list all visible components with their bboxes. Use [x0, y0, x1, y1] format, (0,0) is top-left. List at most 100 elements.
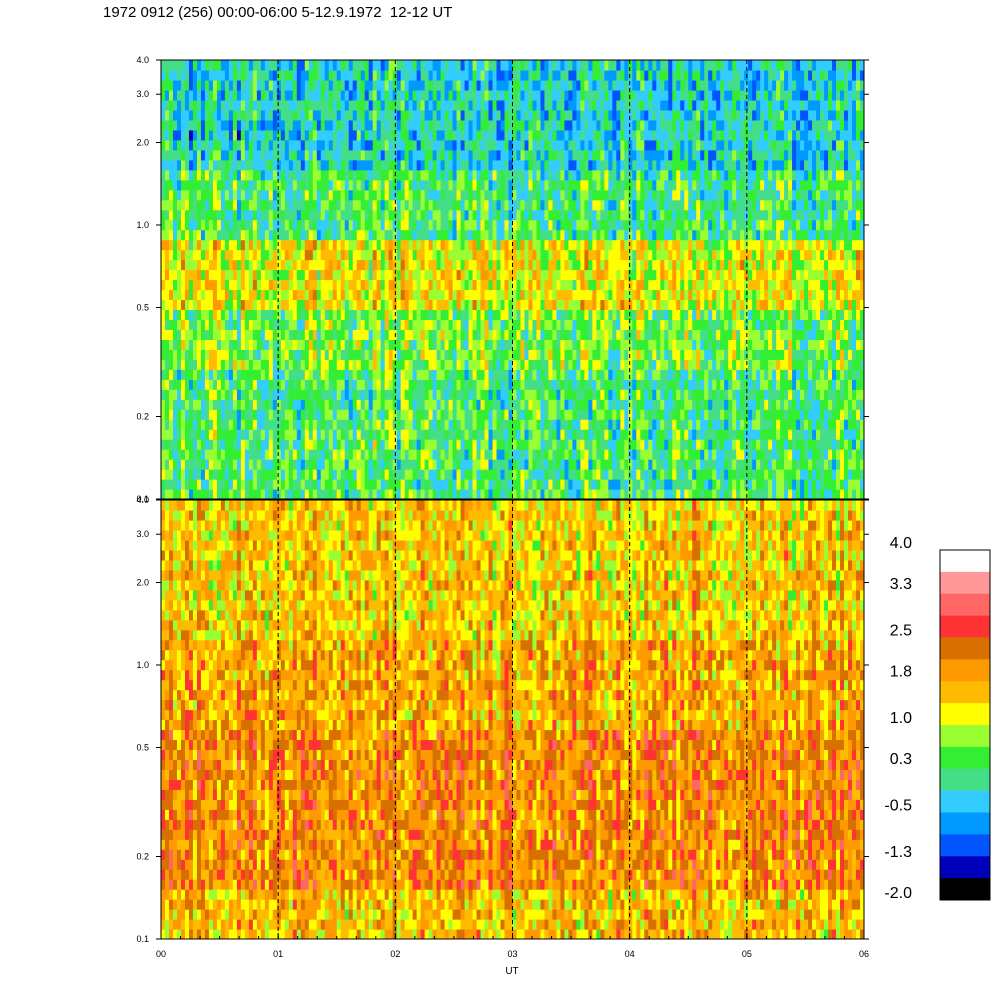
heatmap-cell [216, 439, 222, 450]
heatmap-cell [412, 319, 418, 330]
heatmap-cell [244, 299, 250, 311]
heatmap-cell [336, 419, 342, 430]
heatmap-cell [236, 229, 242, 241]
heatmap-cell [596, 259, 601, 271]
heatmap-cell [384, 189, 390, 201]
heatmap-cell [472, 299, 478, 311]
heatmap-cell [596, 459, 601, 470]
heatmap-cell [360, 489, 366, 499]
heatmap-cell [604, 139, 609, 151]
heatmap-cell [508, 489, 514, 499]
heatmap-cell [264, 119, 270, 131]
heatmap-cell [528, 319, 534, 330]
heatmap-cell [316, 439, 322, 450]
heatmap-cell [564, 179, 570, 191]
heatmap-cell [280, 379, 286, 390]
heatmap-cell [161, 99, 166, 111]
heatmap-cell [508, 309, 514, 321]
heatmap-cell [256, 349, 262, 360]
heatmap-cell [432, 179, 438, 191]
heatmap-cell [268, 129, 274, 141]
heatmap-cell [296, 459, 302, 470]
heatmap-cell [472, 119, 478, 131]
heatmap-cell [228, 319, 234, 330]
heatmap-cell [432, 99, 438, 111]
heatmap-cell [512, 169, 518, 181]
heatmap-cell [228, 269, 234, 281]
heatmap-cell [292, 399, 298, 410]
heatmap-cell [161, 159, 166, 171]
heatmap-cell [432, 489, 438, 499]
heatmap-cell [332, 109, 338, 121]
heatmap-cell [484, 149, 490, 161]
heatmap-cell [596, 359, 601, 370]
heatmap-cell [356, 79, 362, 91]
heatmap-cell [288, 299, 294, 311]
heatmap-cell [208, 439, 214, 450]
heatmap-cell [272, 159, 278, 171]
heatmap-cell [544, 389, 550, 400]
heatmap-cell [484, 60, 490, 71]
heatmap-cell [540, 479, 546, 490]
heatmap-cell [560, 229, 566, 241]
heatmap-cell [376, 109, 382, 121]
heatmap-cell [504, 109, 510, 121]
heatmap-cell [272, 489, 278, 499]
heatmap-cell [432, 159, 438, 171]
heatmap-cell [612, 369, 617, 380]
heatmap-cell [244, 289, 250, 301]
heatmap-cell [460, 399, 466, 410]
heatmap-cell [392, 479, 398, 490]
heatmap-cell [496, 89, 502, 101]
heatmap-cell [340, 79, 346, 91]
heatmap-cell [340, 169, 346, 181]
heatmap-cell [500, 189, 506, 201]
heatmap-cell [348, 189, 354, 201]
heatmap-cell [312, 139, 318, 151]
heatmap-cell [436, 189, 442, 201]
heatmap-cell [500, 269, 506, 281]
heatmap-cell [284, 299, 290, 311]
heatmap-cell [236, 239, 242, 251]
heatmap-cell [552, 379, 558, 390]
heatmap-cell [496, 459, 502, 470]
heatmap-cell [452, 139, 458, 151]
heatmap-cell [304, 229, 310, 241]
heatmap-cell [312, 89, 318, 101]
heatmap-cell [464, 79, 470, 91]
heatmap-cell [256, 379, 262, 390]
heatmap-cell [348, 79, 354, 91]
heatmap-cell [448, 199, 454, 211]
heatmap-cell [356, 69, 362, 81]
heatmap-cell [168, 469, 174, 480]
heatmap-cell [604, 119, 609, 131]
heatmap-cell [388, 369, 394, 380]
heatmap-cell [540, 289, 546, 301]
heatmap-cell [580, 119, 585, 131]
heatmap-cell [308, 89, 314, 101]
heatmap-cell [304, 109, 310, 121]
heatmap-cell [468, 149, 474, 161]
heatmap-cell [512, 369, 518, 380]
heatmap-cell [308, 319, 314, 330]
heatmap-cell [552, 359, 558, 370]
heatmap-cell [276, 209, 282, 221]
heatmap-cell [172, 159, 178, 171]
heatmap-cell [328, 149, 334, 161]
heatmap-cell [396, 269, 402, 281]
heatmap-cell [360, 219, 366, 231]
heatmap-cell [276, 439, 282, 450]
heatmap-cell [268, 439, 274, 450]
heatmap-cell [400, 469, 406, 480]
heatmap-cell [488, 60, 494, 71]
heatmap-cell [552, 269, 558, 281]
heatmap-cell [428, 189, 434, 201]
heatmap-cell [424, 429, 430, 440]
heatmap-cell [372, 289, 378, 301]
heatmap-cell [480, 419, 486, 430]
heatmap-cell [612, 259, 617, 271]
heatmap-cell [260, 389, 266, 400]
heatmap-cell [172, 349, 178, 360]
heatmap-cell [604, 339, 609, 350]
heatmap-cell [524, 389, 530, 400]
